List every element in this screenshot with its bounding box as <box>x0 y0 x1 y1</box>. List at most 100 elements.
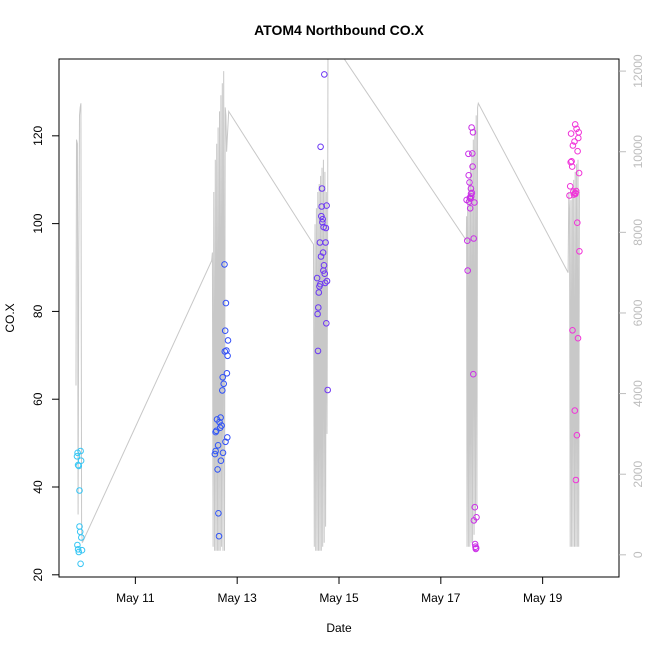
chart-title: ATOM4 Northbound CO.X <box>254 22 424 38</box>
data-point <box>572 476 580 484</box>
data-point <box>321 270 329 278</box>
data-point <box>77 447 84 455</box>
data-point <box>571 121 579 128</box>
data-point <box>217 457 225 465</box>
data-point <box>574 219 581 226</box>
data-point <box>467 190 475 198</box>
data-point <box>568 163 576 170</box>
data-point <box>219 449 227 457</box>
y2-tick-label: 10000 <box>631 135 645 169</box>
data-point <box>469 163 476 170</box>
y-tick-label: 20 <box>31 568 45 582</box>
data-point <box>573 125 580 133</box>
data-point <box>214 442 222 449</box>
y2-tick-label: 12000 <box>631 54 645 88</box>
data-point <box>315 304 322 311</box>
data-point <box>570 188 577 195</box>
y-axis-left: 20 40 60 80 100 120 <box>31 125 59 581</box>
data-point <box>219 374 226 381</box>
data-point <box>567 130 575 137</box>
data-point <box>214 466 221 473</box>
data-point <box>575 134 582 142</box>
data-point <box>74 546 82 553</box>
data-point <box>221 327 229 335</box>
data-point <box>566 183 574 190</box>
data-point <box>572 190 579 198</box>
y2-tick-label: 6000 <box>631 299 645 326</box>
data-point <box>319 249 327 256</box>
data-point <box>223 370 231 377</box>
x-tick-label: May 15 <box>319 591 359 605</box>
data-point <box>468 189 476 197</box>
data-point <box>318 212 325 220</box>
data-point <box>470 235 478 242</box>
secondary-series-line <box>75 59 580 551</box>
data-point <box>471 540 479 548</box>
data-point <box>469 129 477 136</box>
data-point <box>322 239 329 246</box>
x-axis: May 11 May 13 May 15 May 17 May 19 <box>116 577 563 605</box>
data-point <box>576 248 583 255</box>
data-point <box>224 352 231 360</box>
data-point <box>314 310 321 318</box>
data-point <box>319 219 326 226</box>
data-point <box>318 203 326 210</box>
data-point <box>464 267 472 274</box>
data-point <box>322 224 330 232</box>
data-point <box>575 129 583 136</box>
data-point <box>572 187 580 195</box>
data-point <box>318 185 326 192</box>
data-point <box>215 532 223 540</box>
data-point <box>73 453 81 460</box>
data-point <box>321 71 328 78</box>
data-point <box>221 261 228 268</box>
data-point <box>74 461 82 469</box>
data-point <box>473 514 480 521</box>
data-point <box>317 143 324 151</box>
data-point <box>224 337 232 344</box>
data-point <box>466 205 474 212</box>
data-point <box>76 487 83 494</box>
y-tick-label: 100 <box>31 213 45 233</box>
data-point <box>465 172 473 179</box>
data-point <box>222 299 230 307</box>
data-point <box>324 386 332 394</box>
x-tick-label: May 17 <box>421 591 461 605</box>
data-point <box>472 544 480 552</box>
data-point <box>573 431 581 439</box>
y-tick-label: 60 <box>31 392 45 406</box>
data-point <box>314 347 322 355</box>
data-point <box>321 279 329 287</box>
data-point <box>317 253 325 260</box>
x-tick-label: May 19 <box>523 591 563 605</box>
x-tick-label: May 13 <box>218 591 258 605</box>
data-point <box>211 450 219 458</box>
y2-tick-label: 2000 <box>631 461 645 488</box>
data-point <box>315 289 323 296</box>
data-point <box>471 199 478 206</box>
data-point <box>470 370 477 378</box>
y-tick-label: 40 <box>31 480 45 494</box>
y-tick-label: 80 <box>31 304 45 318</box>
data-point <box>469 150 476 157</box>
plot-frame <box>58 58 620 578</box>
data-point <box>323 277 331 285</box>
data-point <box>471 503 479 511</box>
y-tick-label: 120 <box>31 125 45 145</box>
data-point <box>75 548 83 556</box>
y-axis-label: CO.X <box>3 303 17 332</box>
data-point <box>566 192 573 199</box>
data-point <box>78 534 85 541</box>
data-point <box>215 510 222 517</box>
data-point <box>212 447 219 455</box>
data-point <box>574 147 581 155</box>
data-point <box>77 457 85 465</box>
data-point <box>323 202 330 209</box>
data-point <box>319 215 327 223</box>
y2-tick-label: 8000 <box>631 219 645 246</box>
y2-tick-label: 0 <box>631 551 645 558</box>
data-point <box>218 422 225 429</box>
data-point <box>224 434 231 441</box>
data-point <box>320 262 328 269</box>
data-point <box>569 327 576 334</box>
